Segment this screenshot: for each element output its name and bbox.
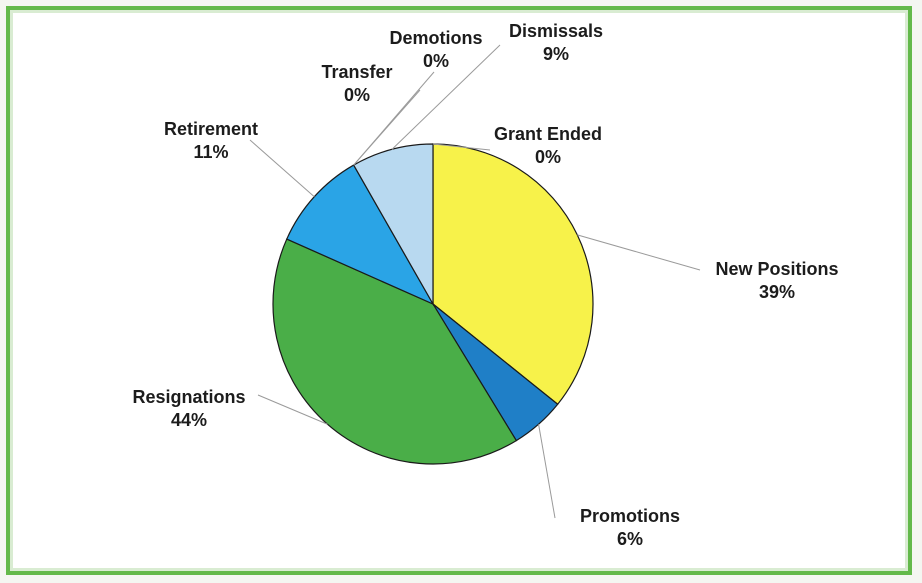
label-demotions-name: Demotions bbox=[389, 28, 482, 48]
leader-line-resignations bbox=[257, 394, 328, 425]
label-transfer-name: Transfer bbox=[321, 62, 392, 82]
leader-line-new-positions bbox=[577, 234, 701, 271]
label-promotions-name: Promotions bbox=[580, 506, 680, 526]
label-dismissals: Dismissals 9% bbox=[509, 21, 603, 64]
leader-line-dismissals bbox=[391, 44, 501, 150]
label-resignations: Resignations 44% bbox=[132, 387, 245, 430]
label-dismissals-pct: 9% bbox=[543, 44, 569, 64]
label-new-positions: New Positions 39% bbox=[715, 259, 838, 302]
label-new-positions-name: New Positions bbox=[715, 259, 838, 279]
label-promotions: Promotions 6% bbox=[580, 506, 680, 549]
label-new-positions-pct: 39% bbox=[759, 282, 795, 302]
label-transfer-pct: 0% bbox=[344, 85, 370, 105]
pie-slice-resignations bbox=[272, 238, 518, 465]
label-demotions-pct: 0% bbox=[423, 51, 449, 71]
leader-line-promotions bbox=[538, 424, 556, 519]
label-retirement: Retirement 11% bbox=[164, 119, 258, 162]
label-transfer: Transfer 0% bbox=[321, 62, 392, 105]
leader-line-retirement bbox=[249, 139, 315, 198]
label-grant-ended: Grant Ended 0% bbox=[494, 124, 602, 167]
leader-line-demotions bbox=[353, 71, 435, 166]
label-grant-ended-name: Grant Ended bbox=[494, 124, 602, 144]
label-resignations-name: Resignations bbox=[132, 387, 245, 407]
label-demotions: Demotions 0% bbox=[389, 28, 482, 71]
label-grant-ended-pct: 0% bbox=[535, 147, 561, 167]
label-retirement-name: Retirement bbox=[164, 119, 258, 139]
leader-line-grant-ended bbox=[432, 143, 491, 151]
pie-slice-new-positions bbox=[432, 143, 594, 406]
label-promotions-pct: 6% bbox=[617, 529, 643, 549]
label-dismissals-name: Dismissals bbox=[509, 21, 603, 41]
label-retirement-pct: 11% bbox=[193, 142, 228, 162]
label-resignations-pct: 44% bbox=[171, 410, 207, 430]
